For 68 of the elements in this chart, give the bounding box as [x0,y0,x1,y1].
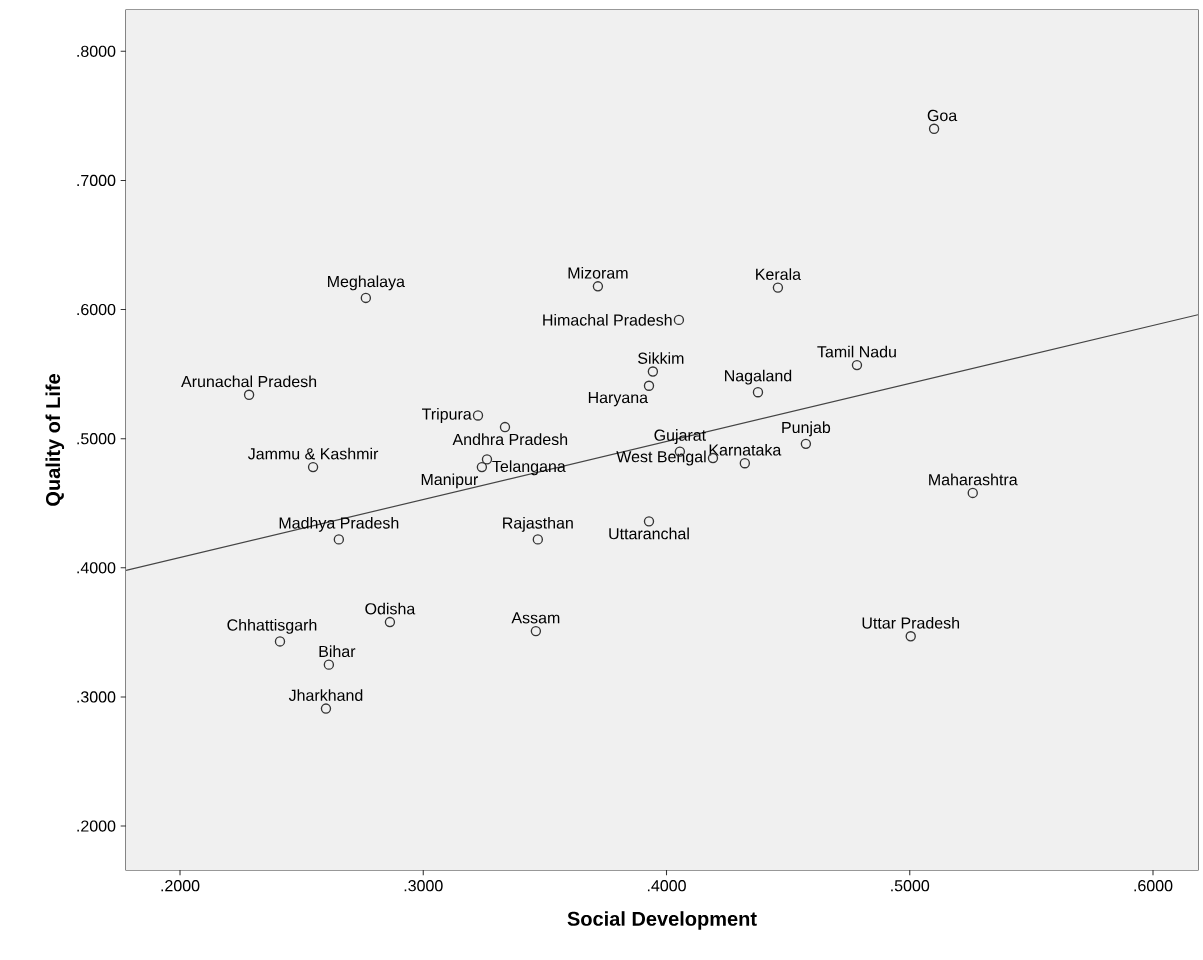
point [384,616,396,628]
y-tick-label: .3000 [77,691,116,703]
annotation: West Bengal [616,450,706,466]
annotation: Uttar Pradesh [862,616,960,629]
annotation: Rajasthan [503,516,573,532]
annotation: Andhra Pradesh [452,433,568,446]
x-tick-label: .6000 [1134,880,1173,892]
point [360,292,372,304]
point [530,625,542,637]
point [905,631,916,642]
annotation: Sikkim [638,352,684,364]
point [673,314,685,326]
point [532,534,544,545]
point [752,387,764,398]
annotation: Nagaland [725,369,792,385]
annotation: Arunachal Pradesh [181,375,317,388]
y-tick-label: .2000 [77,820,116,832]
x-tick-label: .3000 [404,880,443,892]
point [800,438,812,450]
annotation: Chhattisgarh [227,618,317,634]
annotation: Odisha [365,602,416,615]
annotation: Jammu & Kashmir [247,447,379,460]
annotation: Mizoram [568,266,628,279]
point [967,487,978,499]
x-tick-label: .5000 [891,880,930,892]
annotation: Goa [927,109,958,122]
point [851,359,863,371]
annotation: Karnataka [709,443,782,456]
annotation: Tamil Nadu [817,345,896,358]
y-tick-label: .5000 [77,433,116,445]
annotation: Haryana [588,392,649,407]
point [243,389,255,400]
annotation: Meghalaya [328,275,405,291]
annotation: Telangana [492,460,566,476]
y-tick-label: .6000 [77,303,116,316]
point [928,123,940,134]
point [323,659,335,670]
point [320,703,332,714]
annotation: Manipur [421,473,478,489]
point [476,461,488,473]
x-tick-label: .2000 [161,880,200,892]
annotation: Jharkhand [288,689,363,701]
point [643,380,655,391]
point [592,281,604,292]
annotation: Punjab [782,421,831,437]
point [481,454,493,465]
point [739,458,751,469]
annotation: Maharashtra [929,473,1018,486]
point [643,516,655,527]
y-tick-label: .7000 [77,174,116,187]
y-axis-title: Quality of Life [45,374,65,506]
x-tick-label: .4000 [647,880,686,892]
point [647,366,659,377]
point [333,534,345,545]
x-axis-title: Social Development [567,911,757,930]
point [772,282,784,293]
point [307,461,319,473]
annotation: Assam [511,612,560,624]
annotation: Uttaranchal [609,527,689,540]
point [274,636,286,647]
point [499,421,511,433]
y-tick-label: .4000 [77,562,116,574]
y-tick-label: .8000 [77,45,116,57]
point [472,410,484,421]
annotation: Bihar [319,645,356,658]
annotation: Tripura [421,408,472,423]
annotation: Himachal Pradesh [543,314,672,326]
annotation: Kerala [756,268,802,280]
